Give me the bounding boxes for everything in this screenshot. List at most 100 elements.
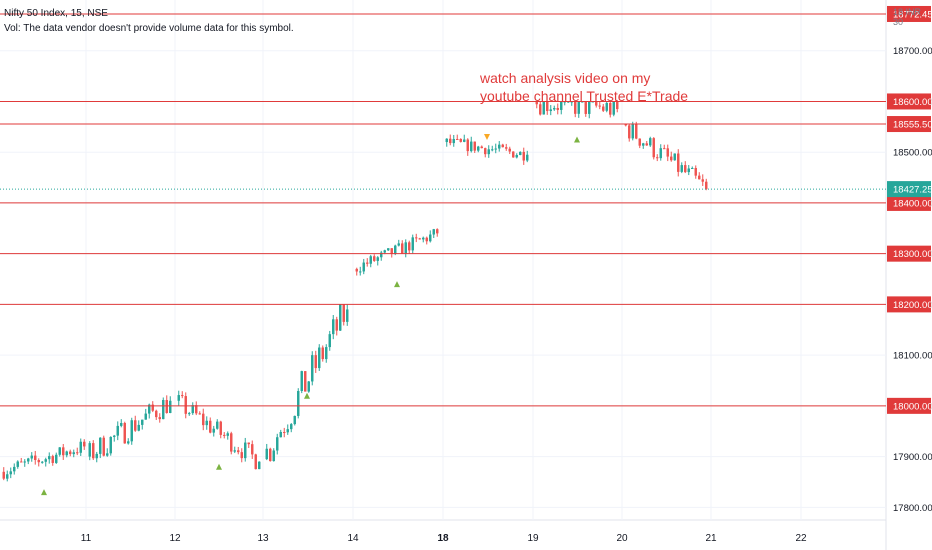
candle-body: [408, 242, 411, 251]
candle-body: [230, 433, 233, 452]
candle-body: [346, 309, 349, 322]
candle-body: [188, 413, 191, 415]
candle-body: [698, 175, 701, 180]
buy-marker-1: [216, 463, 222, 470]
candle-body: [491, 149, 494, 151]
candle-body: [48, 456, 51, 460]
candle-body: [328, 334, 331, 348]
candle-body: [113, 435, 116, 437]
level-tag-2: [887, 116, 931, 133]
candle-body: [184, 396, 187, 414]
candle-body: [290, 424, 293, 430]
candle-body: [321, 347, 324, 360]
candle-body: [411, 237, 414, 251]
level-label-3: 18400.00: [893, 198, 932, 209]
candle-body: [127, 441, 130, 444]
candle-body: [34, 455, 37, 461]
candle-body: [449, 138, 452, 144]
candle-body: [652, 138, 655, 158]
candle-body: [181, 395, 184, 397]
candle-body: [169, 400, 172, 413]
candle-body: [342, 304, 345, 322]
annotation-line-1[interactable]: watch analysis video on my: [480, 70, 651, 86]
candle-body: [62, 447, 65, 456]
candle-body: [691, 168, 694, 170]
candle-body: [300, 371, 303, 392]
candle-body: [542, 101, 545, 115]
candle-body: [394, 245, 397, 255]
candle-body: [76, 452, 79, 454]
candle-body: [216, 421, 219, 429]
x-tick-label-1: 12: [169, 533, 181, 544]
buy-marker-3: [394, 281, 400, 288]
candle-body: [508, 148, 511, 152]
candle-body: [27, 458, 30, 462]
candle-body: [463, 139, 466, 142]
candle-body: [311, 355, 314, 382]
candle-body: [95, 453, 98, 459]
candle-body: [535, 101, 538, 105]
candle-body: [88, 443, 91, 457]
candle-body: [477, 146, 480, 151]
candle-body: [484, 148, 487, 155]
candle-body: [628, 125, 631, 139]
candle-body: [369, 256, 372, 264]
candle-body: [470, 141, 473, 152]
candle-body: [219, 421, 222, 435]
x-tick-label-2: 13: [257, 533, 269, 544]
candle-body: [69, 451, 72, 455]
candle-body: [44, 459, 47, 462]
candle-body: [195, 405, 198, 414]
candle-body: [158, 417, 161, 420]
candle-body: [670, 156, 673, 161]
candle-body: [244, 442, 247, 459]
annotation-line-2[interactable]: youtube channel Trusted E*Trade: [480, 88, 689, 104]
candle-body: [577, 101, 580, 114]
candle-body: [265, 448, 268, 460]
candle-body: [418, 238, 421, 240]
candle-body: [677, 153, 680, 172]
candle-body: [429, 234, 432, 242]
candle-body: [325, 347, 328, 360]
candle-body: [505, 147, 508, 149]
candle-body: [546, 101, 549, 112]
candle-body: [666, 148, 669, 157]
candle-body: [137, 424, 140, 431]
candle-body: [701, 179, 704, 182]
level-label-5: 18200.00: [893, 300, 932, 311]
x-tick-label-3: 14: [347, 533, 359, 544]
level-label-0: 18772.45: [893, 9, 932, 20]
candle-body: [209, 420, 212, 433]
candle-body: [51, 456, 54, 463]
level-tag-0: [887, 5, 931, 22]
candle-body: [656, 157, 659, 159]
candle-body: [638, 138, 641, 146]
candle-body: [397, 243, 400, 246]
candle-body: [598, 105, 601, 107]
candle-body: [362, 262, 365, 272]
candle-body: [130, 420, 133, 442]
x-tick-label-6: 20: [616, 533, 628, 544]
candle-body: [212, 428, 215, 433]
candle-body: [6, 474, 9, 479]
candle-body: [422, 237, 425, 240]
level-tag-6: [887, 397, 931, 414]
symbol-title[interactable]: Nifty 50 Index, 15, NSE: [4, 8, 108, 19]
candle-body: [376, 257, 379, 261]
level-label-1: 18600.00: [893, 97, 932, 108]
candle-body: [335, 319, 338, 331]
x-tick-label-8: 22: [795, 533, 807, 544]
candle-body: [283, 431, 286, 433]
candle-body: [304, 371, 307, 392]
x-tick-label-0: 11: [81, 533, 92, 544]
candle-body: [116, 425, 119, 436]
candle-body: [456, 138, 459, 140]
candle-body: [549, 109, 552, 112]
candle-body: [276, 437, 279, 451]
candle-body: [65, 451, 68, 456]
candle-body: [359, 271, 362, 273]
candle-body: [251, 444, 254, 455]
candle-body: [293, 415, 296, 425]
candle-body: [165, 400, 168, 413]
